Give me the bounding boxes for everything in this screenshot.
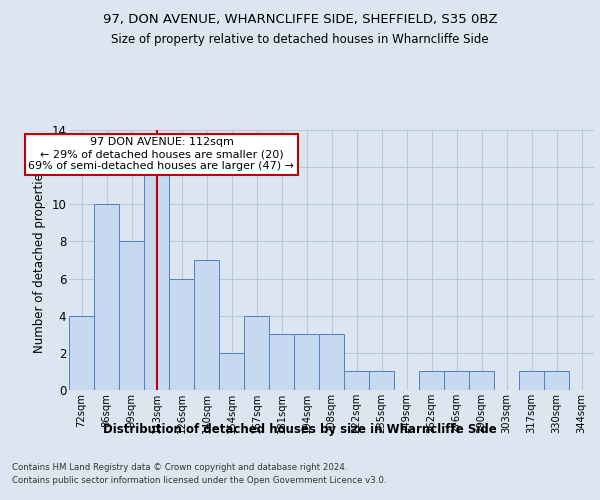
Bar [444, 372, 469, 390]
Bar [144, 167, 169, 390]
Text: Size of property relative to detached houses in Wharncliffe Side: Size of property relative to detached ho… [111, 32, 489, 46]
Bar [319, 334, 344, 390]
Text: Contains HM Land Registry data © Crown copyright and database right 2024.: Contains HM Land Registry data © Crown c… [12, 462, 347, 471]
Bar [519, 372, 544, 390]
Bar [194, 260, 219, 390]
Bar [344, 372, 369, 390]
Bar [469, 372, 494, 390]
Bar [419, 372, 444, 390]
Bar [69, 316, 94, 390]
Y-axis label: Number of detached properties: Number of detached properties [32, 167, 46, 353]
Bar [269, 334, 294, 390]
Text: Distribution of detached houses by size in Wharncliffe Side: Distribution of detached houses by size … [103, 422, 497, 436]
Bar [294, 334, 319, 390]
Bar [119, 242, 144, 390]
Bar [544, 372, 569, 390]
Bar [244, 316, 269, 390]
Bar [219, 353, 244, 390]
Bar [169, 278, 194, 390]
Text: 97, DON AVENUE, WHARNCLIFFE SIDE, SHEFFIELD, S35 0BZ: 97, DON AVENUE, WHARNCLIFFE SIDE, SHEFFI… [103, 12, 497, 26]
Bar [94, 204, 119, 390]
Text: 97 DON AVENUE: 112sqm
← 29% of detached houses are smaller (20)
69% of semi-deta: 97 DON AVENUE: 112sqm ← 29% of detached … [29, 138, 295, 170]
Bar [369, 372, 394, 390]
Text: Contains public sector information licensed under the Open Government Licence v3: Contains public sector information licen… [12, 476, 386, 485]
